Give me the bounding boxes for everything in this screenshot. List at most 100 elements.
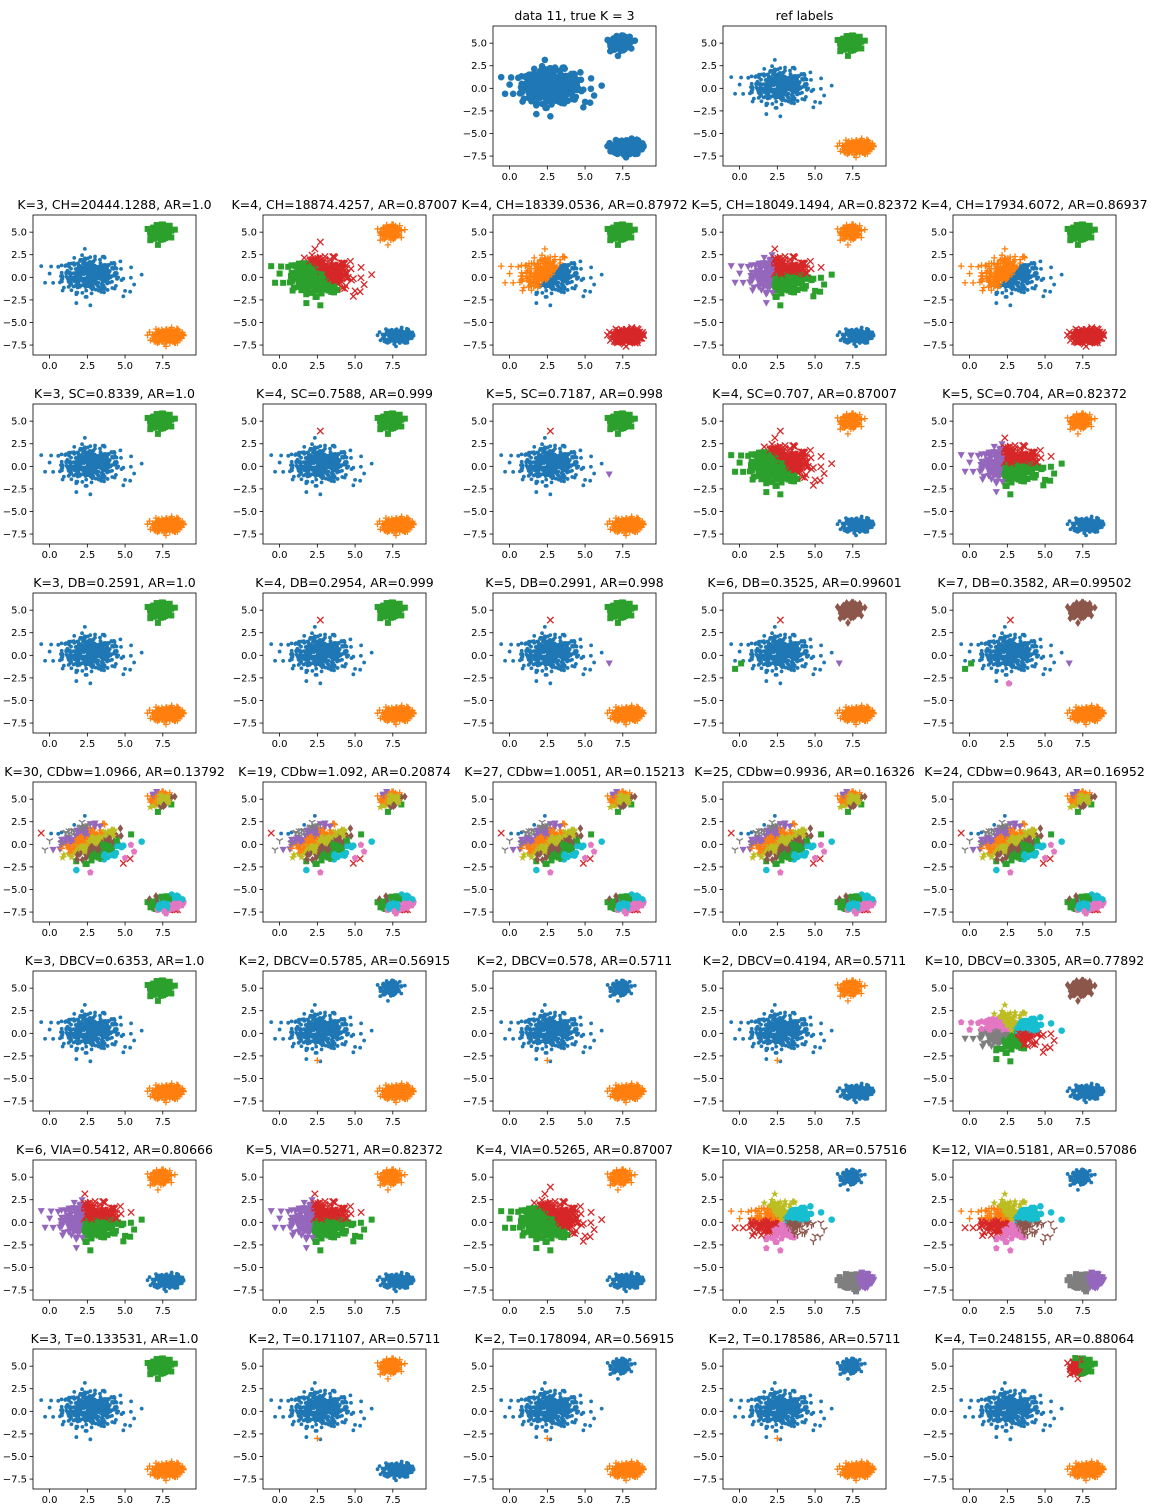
data-point (861, 226, 869, 233)
data-point (84, 277, 88, 281)
data-point (541, 245, 549, 253)
data-point (105, 263, 110, 267)
data-point (799, 72, 804, 76)
data-point (778, 114, 783, 119)
data-point (59, 270, 64, 275)
data-point (577, 69, 584, 76)
data-point (67, 270, 72, 275)
data-point (101, 276, 106, 281)
data-point (280, 279, 287, 286)
data-point (82, 282, 87, 287)
data-point (788, 68, 792, 73)
data-point (306, 267, 313, 274)
data-point (331, 286, 338, 293)
data-point (574, 271, 579, 276)
data-point (79, 277, 84, 282)
data-point (773, 72, 778, 77)
data-point (773, 276, 780, 283)
y-tick-label: 5.0 (701, 39, 717, 50)
data-point (818, 86, 823, 91)
data-point (402, 334, 407, 339)
data-point (589, 265, 594, 270)
data-point (74, 301, 79, 305)
data-point (550, 279, 555, 284)
data-point (581, 294, 586, 299)
data-point (769, 88, 774, 93)
data-point (129, 265, 134, 270)
data-point (570, 76, 577, 84)
data-point (304, 284, 311, 291)
data-point (119, 266, 123, 271)
data-point (76, 265, 81, 270)
x-tick-label: 7.5 (845, 172, 861, 183)
data-point (360, 280, 368, 289)
data-point (564, 266, 568, 271)
data-point (795, 99, 800, 103)
data-point (782, 75, 787, 80)
x-tick-label: 2.5 (539, 361, 555, 372)
data-point (792, 101, 796, 106)
data-point (779, 74, 784, 79)
y-tick-label: −2.5 (463, 295, 487, 306)
data-point (795, 74, 800, 78)
data-point (514, 74, 522, 82)
data-point (380, 332, 385, 337)
data-point (104, 266, 108, 271)
data-point (779, 83, 784, 88)
data-point (93, 257, 97, 262)
data-point (757, 81, 762, 86)
data-point (754, 81, 759, 86)
points (268, 221, 416, 349)
data-point (800, 97, 805, 101)
data-point (390, 329, 395, 334)
data-point (312, 293, 319, 300)
data-point (541, 56, 549, 64)
data-point (758, 94, 762, 99)
data-point (285, 263, 292, 270)
x-tick-label: 2.5 (309, 361, 325, 372)
data-point (819, 76, 824, 81)
data-point (780, 90, 785, 95)
data-point (392, 342, 397, 346)
data-point (848, 39, 855, 46)
data-point (543, 295, 548, 299)
data-point (560, 253, 568, 260)
data-point (855, 41, 862, 48)
data-point (318, 271, 325, 278)
data-point (519, 287, 526, 294)
data-point (139, 272, 144, 277)
x-tick-label: 0.0 (42, 361, 58, 372)
data-point (633, 136, 641, 144)
data-point (785, 287, 792, 294)
data-point (519, 98, 526, 105)
data-point (351, 287, 359, 295)
data-point (805, 87, 810, 92)
data-point (810, 275, 817, 282)
data-point (154, 241, 161, 248)
data-point (506, 81, 513, 88)
x-tick-label: 0.0 (272, 361, 288, 372)
data-point (99, 264, 104, 268)
data-point (72, 277, 76, 282)
data-point (515, 263, 522, 271)
data-point (165, 230, 172, 237)
data-point (378, 338, 383, 343)
data-point (817, 274, 824, 281)
data-point (530, 87, 538, 95)
data-point (69, 288, 74, 293)
data-point (587, 85, 595, 93)
data-point (69, 266, 73, 271)
data-point (320, 284, 327, 291)
data-point (102, 287, 107, 291)
y-tick-label: −7.5 (463, 152, 487, 163)
data-point (779, 278, 786, 285)
y-tick-label: 0.0 (11, 273, 27, 284)
data-point (550, 95, 557, 102)
data-point (573, 81, 581, 88)
data-point (762, 66, 767, 71)
y-tick-label: 5.0 (471, 228, 487, 239)
data-point (565, 79, 573, 87)
data-point (767, 79, 772, 84)
data-point (555, 269, 560, 274)
